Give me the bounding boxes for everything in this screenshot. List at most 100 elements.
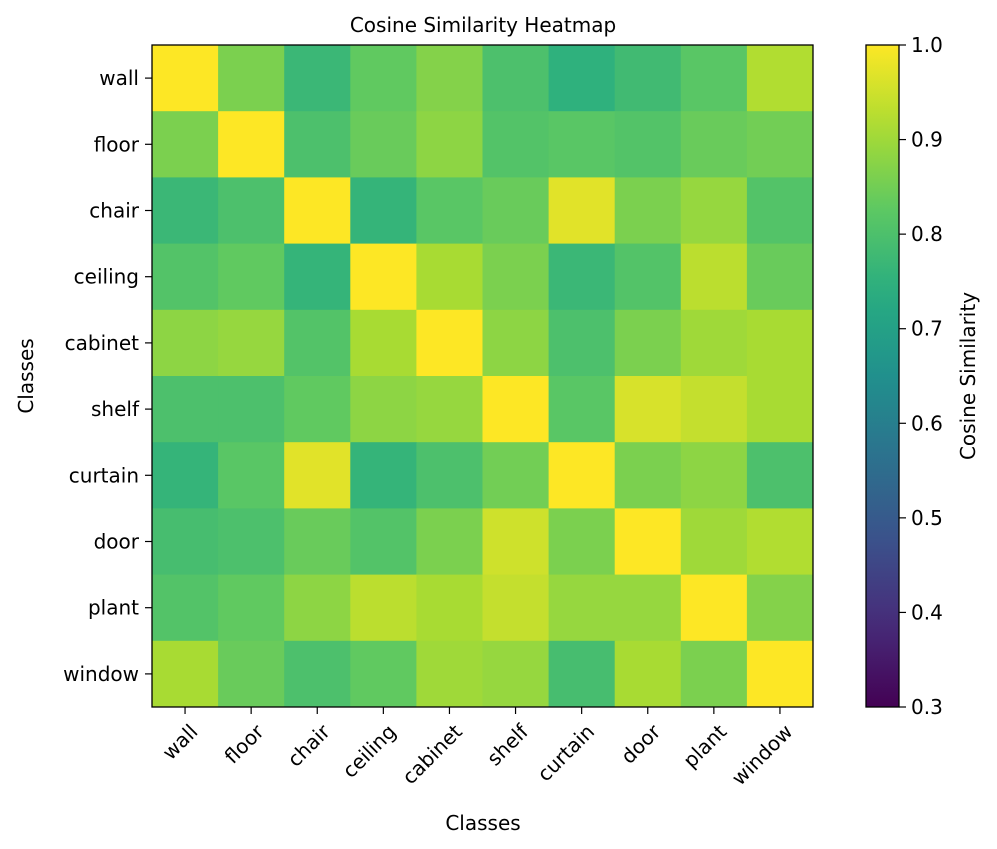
x-tick-label-curtain: curtain xyxy=(532,719,599,786)
heatmap-cell-ceiling-chair xyxy=(284,243,351,311)
y-tick-label-cabinet: cabinet xyxy=(65,331,139,355)
heatmap-cell-plant-chair xyxy=(284,574,351,642)
heatmap-cell-shelf-ceiling xyxy=(350,376,417,443)
heatmap-cell-wall-ceiling xyxy=(350,45,417,112)
heatmap-cell-door-curtain xyxy=(548,508,616,576)
x-axis-label: Classes xyxy=(445,811,520,835)
heatmap-cell-window-wall xyxy=(152,640,219,708)
heatmap-cell-curtain-floor xyxy=(218,442,285,509)
heatmap-cell-cabinet-plant xyxy=(680,309,748,377)
heatmap-cell-curtain-window xyxy=(746,442,814,509)
y-tick-label-floor: floor xyxy=(94,132,140,156)
heatmap-cell-door-shelf xyxy=(482,508,550,576)
colorbar-tick-label: 0.9 xyxy=(911,128,943,152)
heatmap-cell-window-floor xyxy=(218,640,285,708)
heatmap-cell-chair-shelf xyxy=(482,177,550,245)
x-tick-label-shelf: shelf xyxy=(482,719,534,771)
heatmap-cell-plant-ceiling xyxy=(350,574,417,642)
heatmap-cell-shelf-door xyxy=(614,376,682,443)
heatmap-cell-wall-plant xyxy=(680,45,748,112)
y-tick-label-shelf: shelf xyxy=(91,397,140,421)
heatmap-cell-window-plant xyxy=(680,640,748,708)
heatmap-cell-chair-floor xyxy=(218,177,285,245)
heatmap-cell-ceiling-curtain xyxy=(548,243,616,311)
heatmap-cell-chair-wall xyxy=(152,177,219,245)
heatmap-cell-cabinet-chair xyxy=(284,309,351,377)
y-tick-label-ceiling: ceiling xyxy=(74,265,139,289)
heatmap-cell-curtain-plant xyxy=(680,442,748,509)
heatmap-cell-door-wall xyxy=(152,508,219,576)
heatmap-cell-window-ceiling xyxy=(350,640,417,708)
heatmap-cell-plant-floor xyxy=(218,574,285,642)
heatmap-cell-window-cabinet xyxy=(416,640,483,708)
heatmap-cell-wall-chair xyxy=(284,45,351,112)
y-tick-label-window: window xyxy=(63,662,139,686)
heatmap-cell-curtain-ceiling xyxy=(350,442,417,509)
heatmap-cell-door-door xyxy=(614,508,682,576)
heatmap-cell-wall-door xyxy=(614,45,682,112)
heatmap-cell-chair-ceiling xyxy=(350,177,417,245)
heatmap-cell-wall-window xyxy=(746,45,814,112)
heatmap-cell-shelf-curtain xyxy=(548,376,616,443)
heatmap-cell-chair-plant xyxy=(680,177,748,245)
heatmap-cell-window-shelf xyxy=(482,640,550,708)
x-tick-label-wall: wall xyxy=(157,719,202,764)
x-tick-label-ceiling: ceiling xyxy=(338,719,401,782)
colorbar-tick-label: 0.5 xyxy=(911,506,943,530)
heatmap-cell-plant-curtain xyxy=(548,574,616,642)
y-tick-label-chair: chair xyxy=(89,199,139,223)
heatmap-cell-chair-curtain xyxy=(548,177,616,245)
y-tick-label-wall: wall xyxy=(99,66,139,90)
heatmap-cell-window-window xyxy=(746,640,814,708)
heatmap-cell-floor-wall xyxy=(152,111,219,178)
heatmap-cell-curtain-door xyxy=(614,442,682,509)
heatmap-cell-wall-floor xyxy=(218,45,285,112)
heatmap-cell-cabinet-shelf xyxy=(482,309,550,377)
heatmap-cell-cabinet-ceiling xyxy=(350,309,417,377)
heatmap-cell-door-plant xyxy=(680,508,748,576)
colorbar-ticks: 0.3 0.4 0.5 0.6 0.7 0.8 0.9 1.0 xyxy=(899,33,943,719)
x-tick-label-cabinet: cabinet xyxy=(397,719,467,789)
heatmap-cell-plant-cabinet xyxy=(416,574,483,642)
heatmap-cell-door-chair xyxy=(284,508,351,576)
heatmap-cell-floor-floor xyxy=(218,111,285,178)
y-tick-label-door: door xyxy=(94,530,140,554)
heatmap-cell-shelf-plant xyxy=(680,376,748,443)
heatmap-cell-floor-ceiling xyxy=(350,111,417,178)
colorbar xyxy=(865,44,900,708)
y-tick-label-plant: plant xyxy=(88,596,139,620)
heatmap-cell-ceiling-cabinet xyxy=(416,243,483,311)
heatmap-cell-window-chair xyxy=(284,640,351,708)
heatmap-cell-plant-wall xyxy=(152,574,219,642)
heatmap-cell-chair-window xyxy=(746,177,814,245)
heatmap-cell-curtain-cabinet xyxy=(416,442,483,509)
heatmap-cell-ceiling-plant xyxy=(680,243,748,311)
heatmap-cell-ceiling-wall xyxy=(152,243,219,311)
chart-title: Cosine Similarity Heatmap xyxy=(350,13,616,37)
x-tick-label-floor: floor xyxy=(220,719,270,769)
plot-frame xyxy=(151,44,814,708)
heatmap-cell-wall-shelf xyxy=(482,45,550,112)
heatmap-cell-curtain-wall xyxy=(152,442,219,509)
x-tick-label-chair: chair xyxy=(283,719,336,772)
heatmap-cell-shelf-shelf xyxy=(482,376,550,443)
heatmap-cell-window-curtain xyxy=(548,640,616,708)
heatmap-cells xyxy=(152,45,814,708)
heatmap-cell-cabinet-cabinet xyxy=(416,309,483,377)
x-tick-label-window: window xyxy=(727,719,798,790)
heatmap-cell-plant-window xyxy=(746,574,814,642)
heatmap-cell-curtain-shelf xyxy=(482,442,550,509)
heatmap-cell-ceiling-shelf xyxy=(482,243,550,311)
heatmap-cell-curtain-chair xyxy=(284,442,351,509)
heatmap-cell-floor-window xyxy=(746,111,814,178)
heatmap-cell-door-floor xyxy=(218,508,285,576)
heatmap-cell-cabinet-wall xyxy=(152,309,219,377)
heatmap-cell-floor-plant xyxy=(680,111,748,178)
heatmap-cell-door-window xyxy=(746,508,814,576)
heatmap-cell-door-cabinet xyxy=(416,508,483,576)
colorbar-tick-label: 0.7 xyxy=(911,317,943,341)
y-axis-ticks: wall floor chair ceiling cabinet shelf curtain… xyxy=(63,66,152,686)
heatmap-cell-shelf-chair xyxy=(284,376,351,443)
